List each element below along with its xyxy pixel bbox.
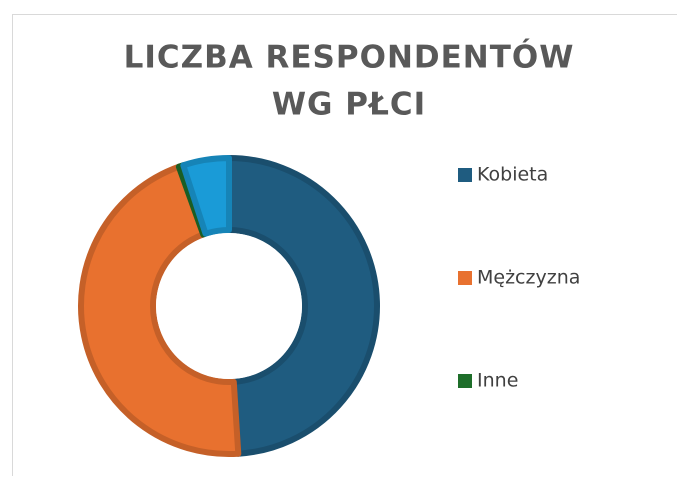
legend-label: Kobieta: [477, 164, 548, 186]
chart-title: LICZBA RESPONDENTÓW: [124, 39, 575, 76]
legend-label: Mężczyzna: [477, 267, 580, 289]
legend-label: Inne: [477, 370, 518, 392]
donut-hole: [156, 233, 302, 379]
legend-swatch: [458, 374, 472, 388]
legend-swatch: [458, 271, 472, 285]
chart-title: WG PŁCI: [272, 87, 426, 123]
legend-swatch: [458, 168, 472, 182]
